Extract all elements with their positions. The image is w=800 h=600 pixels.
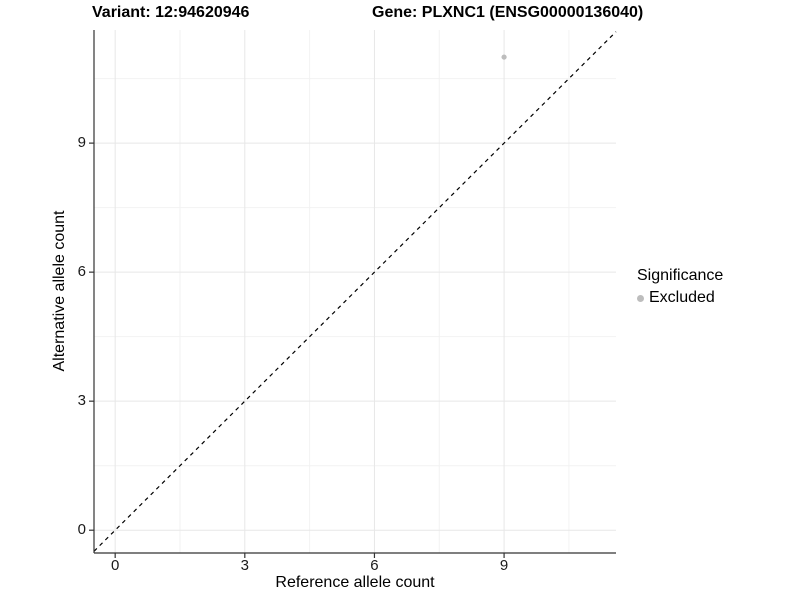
- legend: Significance Excluded: [631, 265, 723, 309]
- y-tick-label: 6: [77, 263, 86, 281]
- x-tick-label: 9: [499, 557, 509, 574]
- gene-title: Gene: PLXNC1 (ENSG00000136040): [372, 4, 644, 21]
- data-point: [501, 54, 507, 60]
- excluded-point-icon: [636, 294, 644, 302]
- variant-title: Variant: 12:94620946: [92, 4, 250, 21]
- legend-item-excluded: Excluded: [631, 287, 723, 309]
- legend-key: [631, 289, 649, 307]
- y-tick-label: 0: [77, 521, 86, 539]
- y-tick-label: 9: [77, 134, 86, 152]
- y-tick-label: 3: [77, 392, 86, 410]
- legend-title: Significance: [637, 267, 724, 284]
- x-tick-label: 3: [240, 557, 249, 574]
- x-tick-label: 6: [370, 557, 379, 574]
- x-axis-title: Reference allele count: [275, 574, 435, 591]
- identity-line: [93, 31, 617, 552]
- x-tick-label: 0: [111, 557, 120, 574]
- legend-item-label: Excluded: [649, 289, 715, 306]
